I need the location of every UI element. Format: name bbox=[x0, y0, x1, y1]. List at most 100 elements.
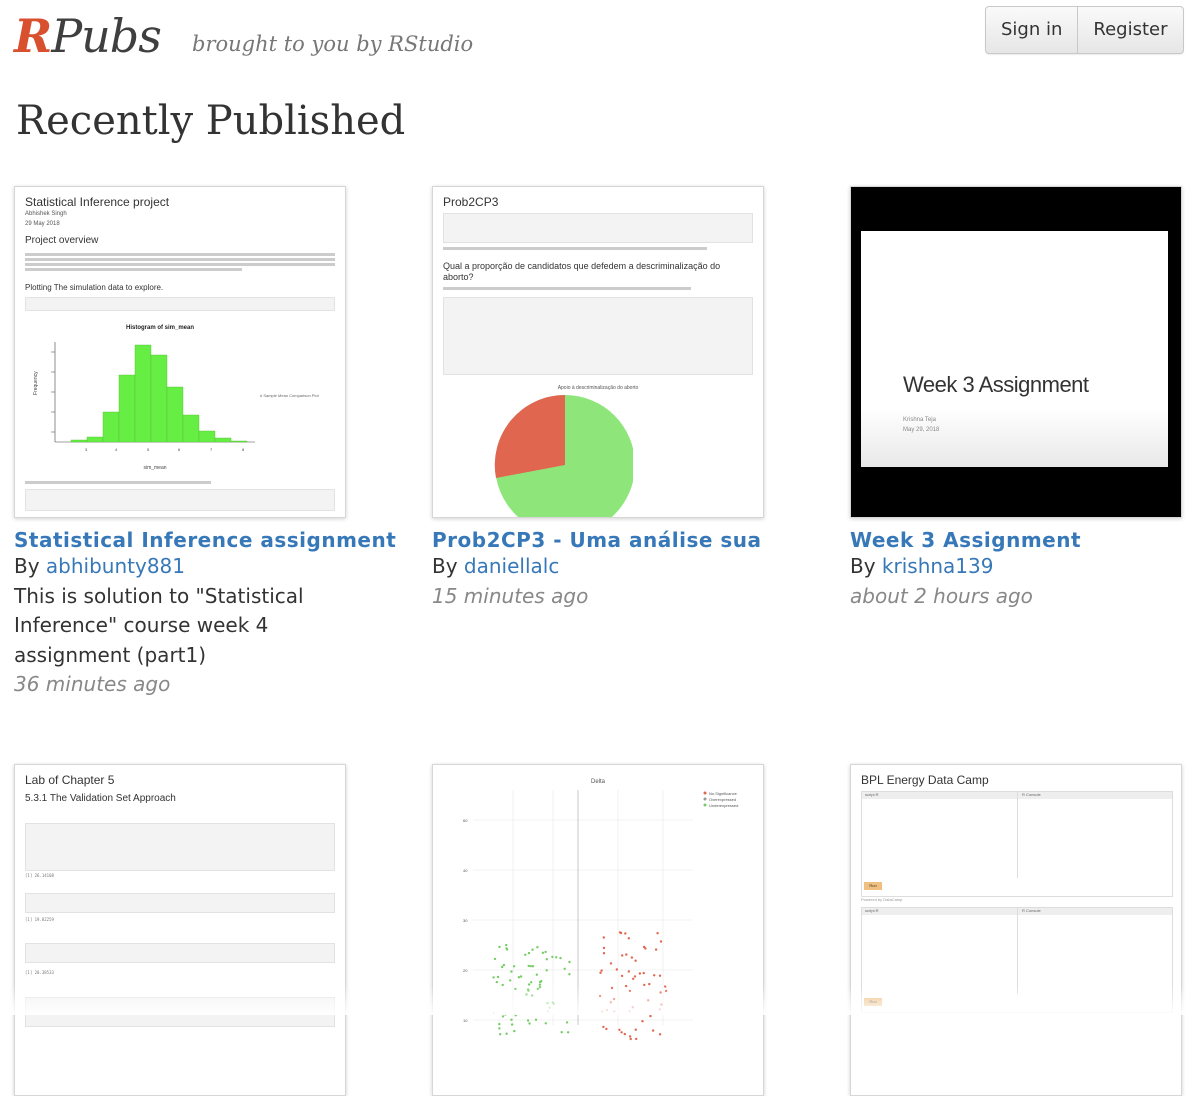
publication-card: BPL Energy Data Camp script.R R Console … bbox=[850, 764, 1196, 1096]
preview-thumbnail[interactable]: BPL Energy Data Camp script.R R Console … bbox=[850, 764, 1182, 1096]
auth-button-group: Sign in Register bbox=[985, 6, 1184, 54]
scatter-point bbox=[658, 1033, 662, 1036]
scatter-point bbox=[624, 932, 627, 935]
scatter-point bbox=[654, 948, 658, 951]
scatter-point bbox=[602, 946, 606, 950]
scatter-point bbox=[526, 988, 530, 991]
scatter-point bbox=[498, 1027, 501, 1030]
scatter-point bbox=[501, 1015, 505, 1018]
scatter-point bbox=[610, 986, 614, 990]
console-tab: R Console bbox=[1022, 908, 1041, 913]
scatter-point bbox=[602, 936, 605, 939]
scatter-point bbox=[531, 994, 534, 997]
preview-title: Prob2CP3 bbox=[443, 195, 499, 209]
run-button[interactable]: Run bbox=[864, 882, 882, 890]
scatter-point bbox=[658, 1008, 661, 1011]
scatter-point bbox=[664, 989, 668, 993]
publication-byline: By abhibunty881 bbox=[14, 552, 360, 582]
scatter-point bbox=[602, 952, 606, 955]
svg-text:7: 7 bbox=[210, 447, 213, 452]
scatter-point bbox=[548, 1006, 551, 1009]
datacamp-widget: script.R R Console Run bbox=[861, 907, 1173, 1013]
scatter-point bbox=[527, 964, 530, 968]
author-link[interactable]: abhibunty881 bbox=[45, 554, 186, 578]
page-title: Recently Published bbox=[16, 98, 406, 144]
preview-note bbox=[25, 481, 335, 484]
scatter-point bbox=[498, 1022, 501, 1026]
scatter-points-red bbox=[598, 931, 668, 1041]
scatter-title: Delta bbox=[591, 779, 606, 785]
histogram-xlabel: sim_mean bbox=[143, 465, 166, 471]
tagline: brought to you by RStudio bbox=[192, 32, 474, 56]
preview-code-block bbox=[25, 893, 335, 913]
scatter-point bbox=[627, 970, 630, 973]
preview-thumbnail[interactable]: Week 3 Assignment Krishna Teja May 29, 2… bbox=[850, 186, 1182, 518]
preview-code-block bbox=[443, 213, 753, 243]
preview-thumbnail[interactable]: Prob2CP3 Qual a proporção de candidatos … bbox=[432, 186, 764, 518]
histogram-bar bbox=[134, 344, 152, 443]
run-button[interactable]: Run bbox=[864, 998, 882, 1006]
rpubs-logo[interactable]: RPubs bbox=[14, 8, 162, 64]
publication-title-link[interactable]: Statistical Inference assignment bbox=[14, 528, 397, 552]
scatter-point bbox=[531, 965, 535, 968]
scatter-point bbox=[551, 955, 554, 959]
slide-preview: Week 3 Assignment Krishna Teja May 29, 2… bbox=[861, 231, 1168, 467]
scatter-point bbox=[509, 979, 512, 982]
scatter-point bbox=[527, 951, 531, 955]
scatter-point bbox=[602, 1025, 605, 1029]
svg-text:20: 20 bbox=[463, 968, 468, 973]
scatter-point bbox=[629, 1037, 632, 1041]
preview-thumbnail[interactable]: Delta 60 40 30 20 10 No.Significance Overexp… bbox=[432, 764, 764, 1096]
register-button[interactable]: Register bbox=[1077, 7, 1182, 53]
publication-card: Statistical Inference project Abhishek S… bbox=[14, 186, 397, 700]
histogram-bar bbox=[182, 414, 200, 443]
svg-text:4: 4 bbox=[115, 447, 118, 452]
preview-thumbnail[interactable]: Lab of Chapter 5 5.3.1 The Validation Se… bbox=[14, 764, 346, 1096]
scatter-point bbox=[505, 947, 508, 950]
publication-title-link[interactable]: Prob2CP3 - Uma análise sua bbox=[432, 528, 762, 552]
svg-text:5: 5 bbox=[147, 447, 150, 452]
scatter-point bbox=[526, 1019, 530, 1022]
scatter-point bbox=[659, 991, 662, 994]
scatter-point bbox=[619, 931, 623, 935]
scatter-point bbox=[510, 1018, 513, 1021]
preview-code-block bbox=[25, 489, 335, 511]
histogram-bar bbox=[118, 374, 136, 443]
datacamp-widget: script.R R Console Run bbox=[861, 791, 1173, 897]
scatter-point bbox=[510, 970, 513, 973]
scatter-point bbox=[505, 943, 508, 947]
console-tab: R Console bbox=[1022, 792, 1041, 797]
author-link[interactable]: krishna139 bbox=[881, 554, 994, 578]
scatter-point bbox=[600, 969, 603, 972]
publication-byline: By daniellalc bbox=[432, 552, 778, 582]
scatter-point bbox=[628, 989, 632, 993]
histogram-bar bbox=[198, 430, 216, 443]
scatter-point bbox=[513, 1029, 516, 1033]
scatter-point bbox=[631, 1006, 634, 1009]
scatter-point bbox=[615, 968, 618, 971]
preview-section: Project overview bbox=[25, 235, 99, 246]
preview-code-block bbox=[25, 823, 335, 871]
preview-output: [1] 20.38533 bbox=[25, 970, 54, 975]
publication-card: Week 3 Assignment Krishna Teja May 29, 2… bbox=[850, 186, 1196, 611]
scatter-point bbox=[612, 997, 616, 1001]
histogram-bar bbox=[102, 411, 120, 443]
histogram-bar bbox=[150, 354, 168, 443]
logo-pubs: Pubs bbox=[51, 9, 162, 63]
scatter-point bbox=[605, 1008, 609, 1012]
scatter-point bbox=[496, 975, 500, 979]
preview-thumbnail[interactable]: Statistical Inference project Abhishek S… bbox=[14, 186, 346, 518]
publication-title-link[interactable]: Week 3 Assignment bbox=[850, 528, 1082, 552]
scatter-point bbox=[498, 945, 501, 949]
scatter-point bbox=[534, 1018, 538, 1021]
preview-output: [1] 26.14108 bbox=[25, 873, 54, 878]
scatter-point bbox=[630, 956, 634, 959]
by-label: By bbox=[14, 554, 40, 578]
scatter-point bbox=[544, 1022, 547, 1025]
histogram-legend: # Sample Mean Comparison Plot bbox=[260, 393, 320, 398]
sign-in-button[interactable]: Sign in bbox=[1001, 19, 1063, 40]
scatter-point bbox=[656, 932, 659, 935]
publication-card: Delta 60 40 30 20 10 No.Significance Overexp… bbox=[432, 764, 778, 1096]
histogram-bars bbox=[70, 344, 248, 443]
author-link[interactable]: daniellalc bbox=[463, 554, 560, 578]
